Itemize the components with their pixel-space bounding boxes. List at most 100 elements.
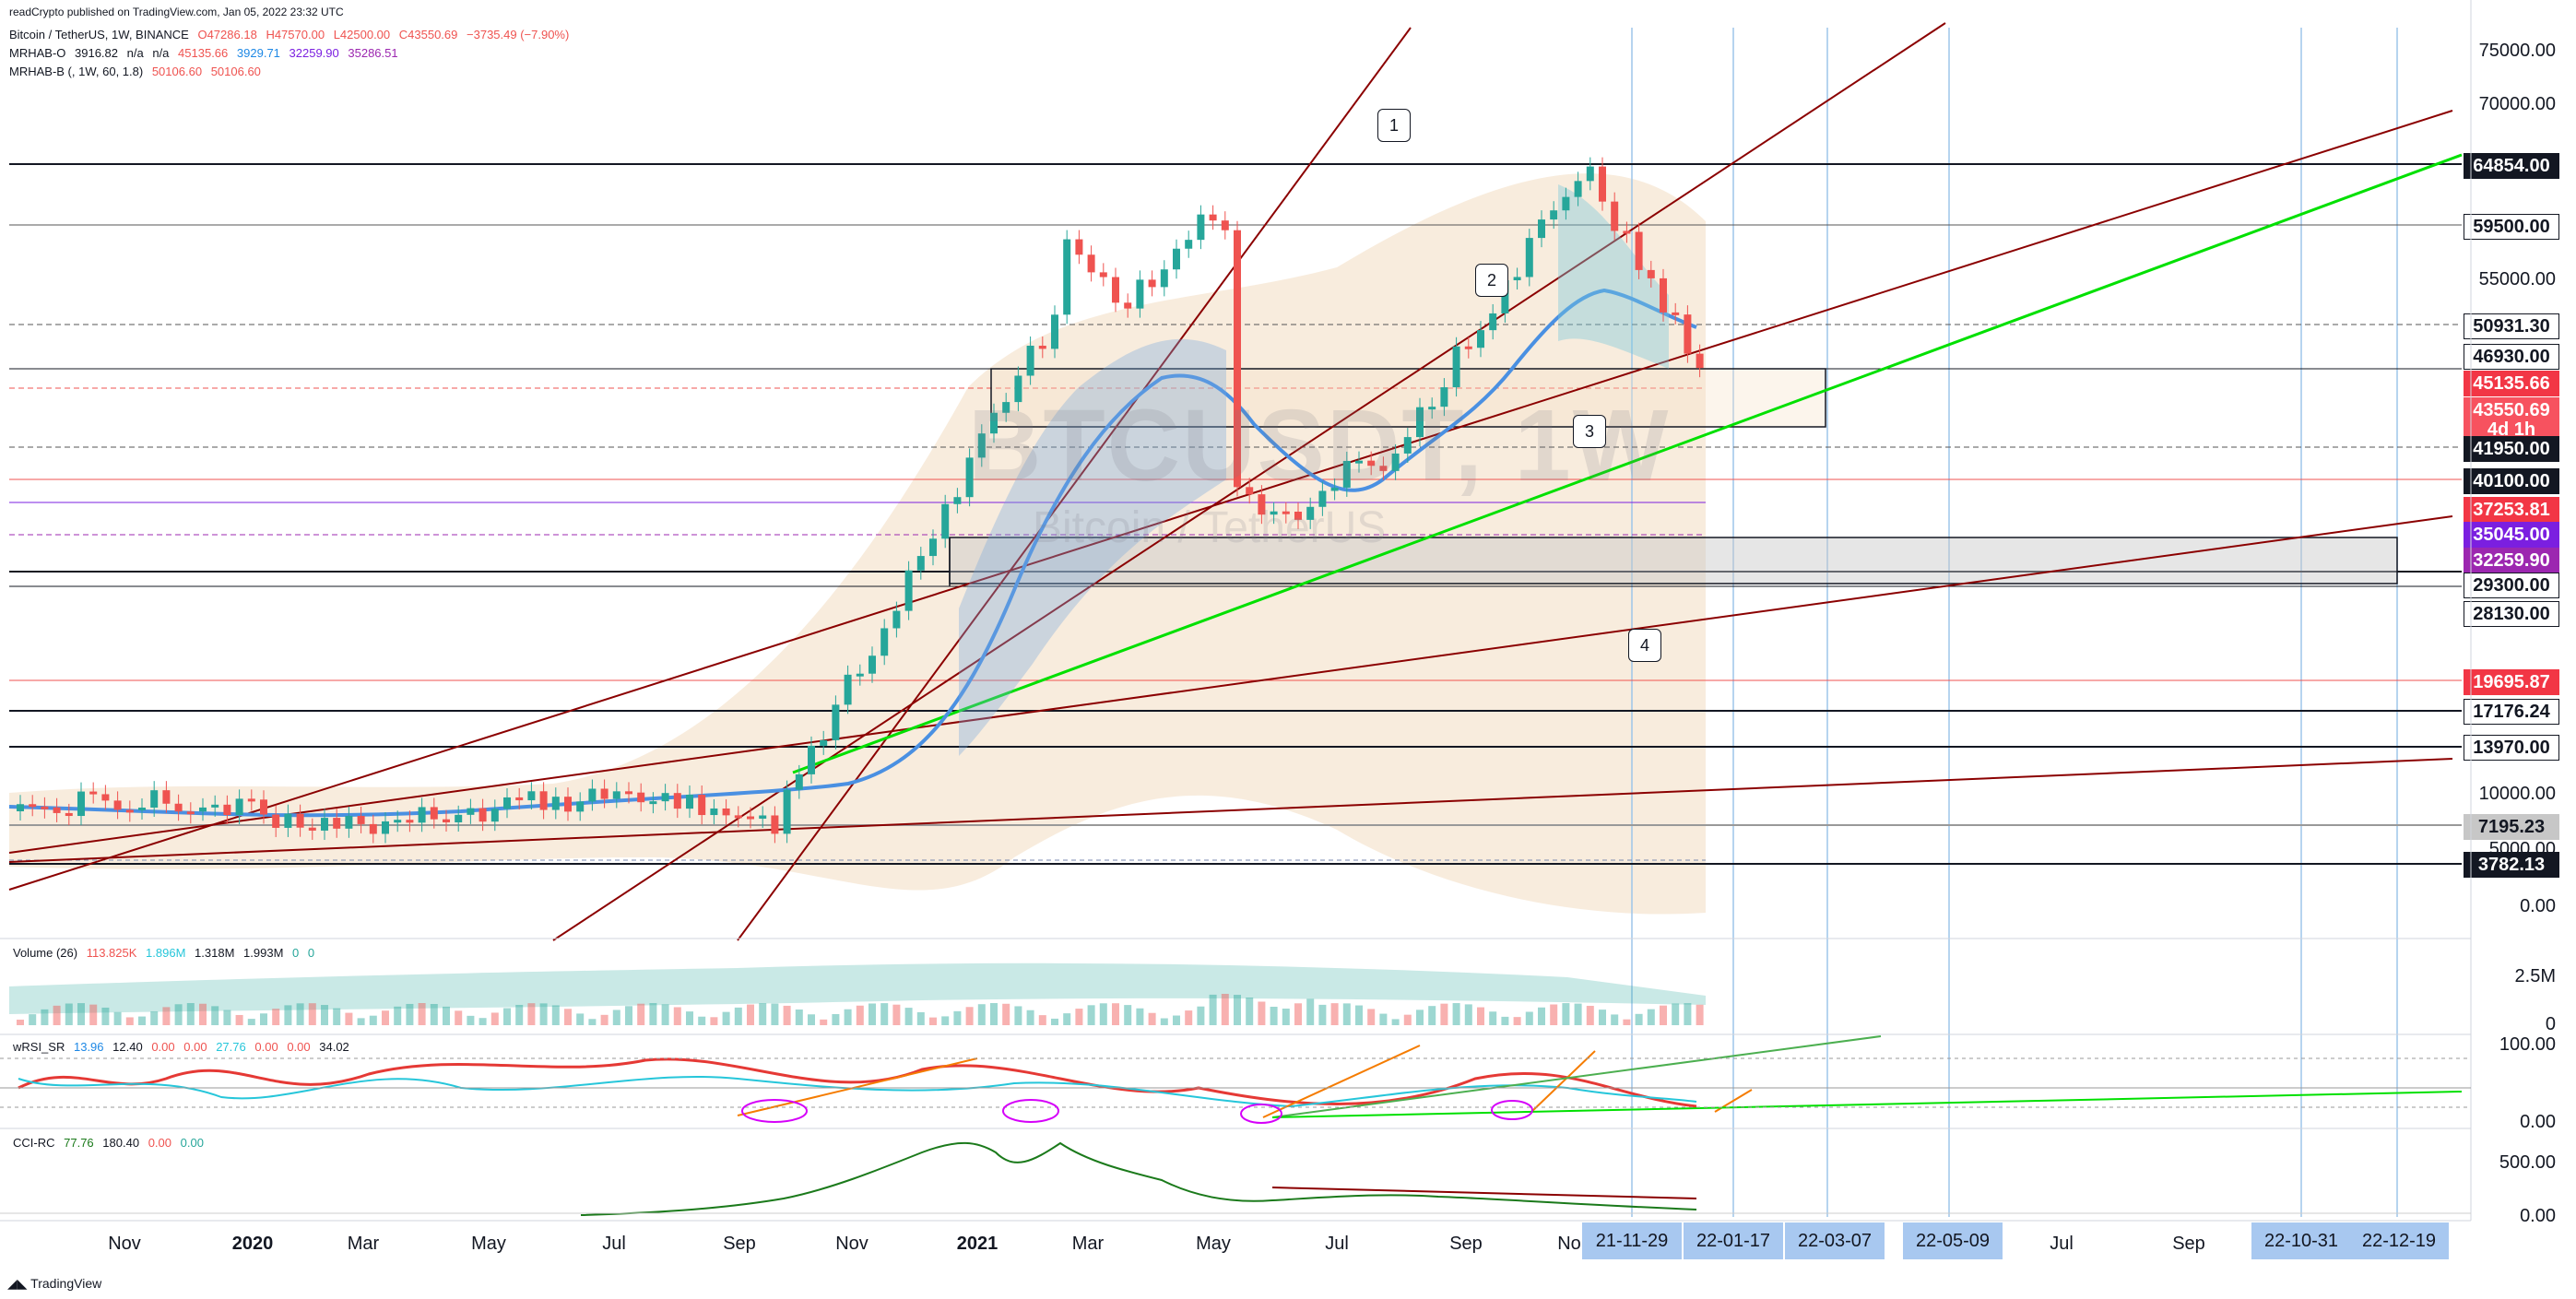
price-tag[interactable]: 59500.00 — [2464, 214, 2559, 240]
wrsi-label-row[interactable]: wRSI_SR 13.96 12.40 0.00 0.00 27.76 0.00… — [13, 1040, 355, 1054]
price-tag[interactable]: 40100.00 — [2464, 468, 2559, 494]
candle[interactable] — [53, 808, 61, 813]
candle[interactable] — [686, 795, 693, 809]
candle[interactable] — [784, 790, 791, 834]
price-tag[interactable]: 28130.00 — [2464, 601, 2559, 627]
candle[interactable] — [905, 571, 913, 611]
price-tag[interactable]: 17176.24 — [2464, 699, 2559, 725]
candle[interactable] — [1611, 202, 1618, 231]
candle[interactable] — [723, 809, 730, 815]
candle[interactable] — [358, 816, 365, 824]
candle[interactable] — [1575, 181, 1582, 196]
date-tag[interactable]: 22-01-17 — [1684, 1222, 1783, 1259]
candle[interactable] — [126, 809, 134, 812]
candle[interactable] — [41, 807, 48, 809]
price-tag[interactable]: 50931.30 — [2464, 313, 2559, 339]
price-tag[interactable]: 35045.00 — [2464, 522, 2559, 548]
candle[interactable] — [941, 504, 949, 539]
candle[interactable] — [503, 797, 511, 809]
candle[interactable] — [370, 824, 377, 834]
volume-label-row[interactable]: Volume (26) 113.825K 1.896M 1.318M 1.993… — [13, 946, 320, 960]
candle[interactable] — [771, 815, 778, 833]
candle[interactable] — [1027, 346, 1034, 376]
candle[interactable] — [796, 774, 803, 790]
candle[interactable] — [394, 820, 401, 822]
cci-label-row[interactable]: CCI-RC 77.76 180.40 0.00 0.00 — [13, 1136, 209, 1150]
candle[interactable] — [211, 805, 219, 808]
candle[interactable] — [321, 818, 328, 831]
candle[interactable] — [759, 815, 766, 819]
candle[interactable] — [1051, 314, 1058, 348]
candle[interactable] — [162, 790, 170, 804]
tradingview-logo[interactable]: ◢◣ TradingView — [7, 1276, 101, 1292]
candle[interactable] — [491, 809, 499, 821]
candle[interactable] — [199, 808, 207, 811]
price-tag[interactable]: 46930.00 — [2464, 344, 2559, 370]
candle[interactable] — [1562, 197, 1569, 211]
candle[interactable] — [869, 655, 876, 673]
candle[interactable] — [649, 801, 656, 804]
candle[interactable] — [1465, 347, 1472, 349]
candle[interactable] — [1222, 220, 1229, 230]
candle[interactable] — [1112, 278, 1119, 303]
candle[interactable] — [114, 800, 122, 809]
price-tag[interactable]: 32259.90 — [2464, 548, 2559, 573]
candle[interactable] — [1136, 279, 1143, 308]
candle[interactable] — [880, 628, 888, 655]
candle[interactable] — [479, 809, 487, 822]
date-tag[interactable]: 21-11-29 — [1582, 1222, 1682, 1259]
candle[interactable] — [1149, 279, 1156, 287]
candle[interactable] — [1489, 313, 1496, 330]
candle[interactable] — [576, 801, 584, 811]
candle[interactable] — [431, 807, 438, 819]
candle[interactable] — [820, 740, 827, 746]
candle[interactable] — [1623, 230, 1630, 233]
candle[interactable] — [1185, 240, 1192, 249]
candle[interactable] — [1660, 278, 1667, 313]
candle[interactable] — [1161, 269, 1168, 287]
candle[interactable] — [89, 792, 97, 795]
candle[interactable] — [187, 811, 195, 814]
candle[interactable] — [735, 815, 742, 818]
candle[interactable] — [1124, 302, 1131, 308]
candle[interactable] — [443, 820, 450, 822]
price-tag[interactable]: 3782.13 — [2464, 852, 2559, 878]
price-tag[interactable]: 41950.00 — [2464, 436, 2559, 462]
candle[interactable] — [1197, 215, 1204, 240]
candle[interactable] — [527, 791, 535, 800]
candle[interactable] — [455, 815, 462, 822]
candle[interactable] — [1514, 277, 1521, 280]
candle[interactable] — [1550, 210, 1557, 219]
candle[interactable] — [17, 804, 24, 811]
candle[interactable] — [540, 791, 548, 809]
date-tag[interactable]: 22-12-19 — [2349, 1222, 2449, 1259]
price-tag[interactable]: 64854.00 — [2464, 153, 2559, 179]
candle[interactable] — [1088, 254, 1095, 272]
candle[interactable] — [1684, 314, 1691, 353]
price-tag[interactable]: 19695.87 — [2464, 669, 2559, 695]
price-tag[interactable]: 13970.00 — [2464, 735, 2559, 761]
candle[interactable] — [1587, 167, 1594, 182]
candle[interactable] — [662, 793, 669, 801]
candle[interactable] — [1648, 270, 1655, 278]
candle[interactable] — [284, 814, 291, 828]
candle[interactable] — [345, 816, 352, 829]
candle[interactable] — [929, 538, 937, 556]
candle[interactable] — [747, 817, 754, 820]
candle[interactable] — [333, 818, 340, 829]
candle[interactable] — [515, 797, 523, 800]
candle[interactable] — [637, 793, 644, 803]
candle[interactable] — [613, 791, 620, 798]
candle[interactable] — [1599, 167, 1606, 202]
candle[interactable] — [1210, 215, 1217, 221]
candle[interactable] — [625, 791, 632, 794]
candle[interactable] — [382, 821, 389, 834]
candle[interactable] — [29, 804, 36, 807]
candle[interactable] — [65, 813, 73, 816]
candle[interactable] — [698, 795, 705, 815]
candle[interactable] — [236, 798, 243, 815]
candle[interactable] — [1636, 232, 1643, 270]
candle[interactable] — [223, 805, 230, 815]
date-tag[interactable]: 22-03-07 — [1785, 1222, 1885, 1259]
candle[interactable] — [272, 815, 279, 828]
